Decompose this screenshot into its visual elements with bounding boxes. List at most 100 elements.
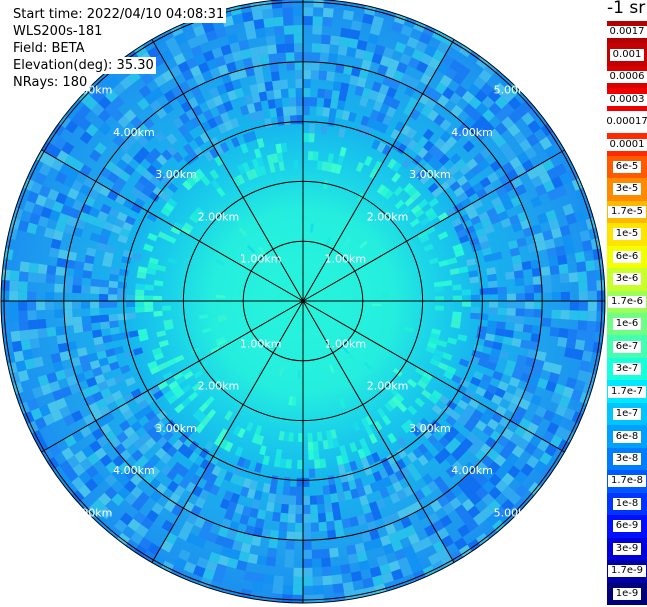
- beta-gate: [98, 96, 112, 110]
- beta-gate: [143, 243, 154, 252]
- beta-gate: [492, 251, 503, 261]
- beta-gate: [66, 375, 78, 387]
- beta-gate: [327, 529, 337, 540]
- beta-gate: [112, 82, 126, 96]
- beta-gate: [447, 337, 458, 345]
- beta-gate: [224, 509, 235, 521]
- beta-gate: [531, 267, 542, 277]
- beta-gate: [497, 293, 507, 301]
- beta-gate: [349, 29, 361, 40]
- beta-gate: [497, 210, 509, 222]
- beta-gate: [422, 473, 434, 485]
- beta-gate: [214, 155, 224, 167]
- beta-gate: [516, 151, 530, 165]
- beta-gate: [198, 361, 209, 370]
- beta-gate: [350, 571, 363, 582]
- beta-gate: [388, 58, 400, 71]
- beta-gate: [37, 328, 48, 339]
- beta-gate: [290, 115, 297, 125]
- beta-gate: [387, 432, 397, 444]
- beta-gate: [461, 289, 471, 296]
- beta-gate: [388, 531, 400, 544]
- beta-gate: [548, 372, 560, 384]
- beta-gate: [385, 523, 397, 535]
- beta-gate: [47, 188, 60, 201]
- beta-gate: [391, 540, 403, 552]
- beta-gate: [437, 362, 449, 371]
- beta-gate: [303, 531, 312, 541]
- beta-gate: [103, 394, 115, 406]
- beta-gate: [358, 560, 370, 571]
- colorbar-swatch: 0.0017: [606, 21, 647, 44]
- beta-gate: [87, 352, 99, 363]
- beta-gate: [111, 95, 125, 109]
- beta-gate: [272, 584, 284, 595]
- beta-gate: [452, 243, 463, 252]
- beta-gate: [98, 492, 112, 506]
- beta-gate: [184, 425, 195, 437]
- beta-gate: [470, 306, 480, 314]
- beta-gate: [223, 470, 234, 482]
- beta-gate: [338, 91, 348, 102]
- beta-gate: [456, 229, 468, 239]
- beta-gate: [328, 484, 337, 495]
- beta-gate: [89, 232, 101, 243]
- beta-gate: [415, 421, 426, 433]
- beta-gate: [567, 328, 578, 340]
- beta-gate: [220, 111, 230, 123]
- beta-gate: [202, 568, 215, 581]
- beta-gate: [336, 455, 344, 466]
- beta-gate: [63, 284, 73, 293]
- beta-gate: [138, 175, 150, 187]
- beta-gate: [236, 475, 246, 487]
- beta-gate: [35, 194, 48, 207]
- beta-gate: [163, 202, 175, 213]
- beta-gate: [292, 396, 297, 406]
- beta-gate: [439, 142, 451, 155]
- beta-gate: [128, 432, 140, 444]
- beta-gate: [451, 316, 462, 324]
- beta-gate: [529, 341, 540, 351]
- beta-gate: [126, 312, 136, 320]
- beta-gate: [415, 40, 428, 53]
- beta-gate: [470, 312, 480, 320]
- beta-gate: [105, 89, 119, 103]
- beta-gate: [223, 537, 235, 549]
- beta-speckle-field: [1, 0, 605, 603]
- beta-gate: [312, 151, 319, 161]
- beta-gate: [475, 102, 489, 116]
- beta-gate: [82, 270, 93, 279]
- beta-gate: [376, 184, 386, 195]
- beta-gate: [347, 352, 356, 361]
- beta-gate: [568, 272, 579, 283]
- range-ring-label: 3.00km: [409, 422, 451, 435]
- beta-gate: [253, 572, 265, 584]
- beta-gate: [451, 449, 463, 461]
- azimuth-spoke-210: [151, 300, 304, 563]
- beta-gate: [18, 310, 28, 321]
- beta-gate: [452, 72, 466, 85]
- beta-gate: [85, 214, 98, 226]
- beta-gate: [509, 156, 522, 170]
- beta-gate: [198, 528, 210, 541]
- beta-gate: [133, 511, 147, 525]
- beta-gate: [135, 306, 145, 313]
- beta-gate: [251, 158, 260, 169]
- beta-gate: [81, 445, 95, 458]
- beta-gate: [463, 103, 476, 116]
- beta-gate: [153, 280, 164, 287]
- beta-gate: [476, 188, 488, 199]
- beta-gate: [412, 143, 424, 155]
- beta-gate: [410, 190, 422, 201]
- beta-gate: [19, 329, 30, 341]
- beta-gate: [242, 458, 252, 470]
- beta-gate: [470, 376, 482, 387]
- beta-gate: [283, 431, 290, 442]
- beta-gate: [307, 151, 314, 161]
- beta-gate: [456, 384, 468, 394]
- beta-gate: [499, 350, 510, 360]
- colorbar-swatch: 6e-7: [607, 335, 647, 358]
- beta-gate: [509, 432, 522, 446]
- beta-gate: [382, 95, 394, 107]
- beta-gate: [77, 484, 92, 498]
